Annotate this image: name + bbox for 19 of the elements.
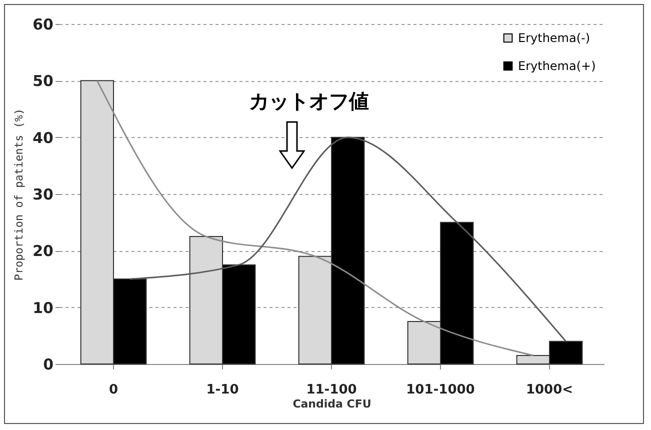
x-tick-label: 1000< <box>526 382 574 398</box>
y-tick-label: 20 <box>32 242 54 260</box>
line-series <box>129 136 567 342</box>
legend-label: Erythema(+) <box>518 59 596 73</box>
y-tick-label: 10 <box>32 298 54 317</box>
y-tick-label: 0 <box>43 356 54 374</box>
annotation: カットオフ値 <box>249 89 369 113</box>
x-tick-label: 0 <box>108 382 118 398</box>
y-tick-label: 30 <box>32 186 54 204</box>
y-tick-label: 40 <box>32 128 54 147</box>
x-axis-title: Candida CFU <box>292 398 372 410</box>
y-tick-label: 60 <box>32 16 54 34</box>
x-tick-label: 1-10 <box>206 382 239 398</box>
y-axis-title: Proportion of patients (%) <box>12 108 26 281</box>
x-tick-label: 101-1000 <box>406 382 475 398</box>
x-tick-label: 11-100 <box>306 382 357 398</box>
legend-label: Erythema(-) <box>518 31 590 45</box>
y-tick-label: 50 <box>32 72 54 90</box>
line-series <box>96 80 534 356</box>
